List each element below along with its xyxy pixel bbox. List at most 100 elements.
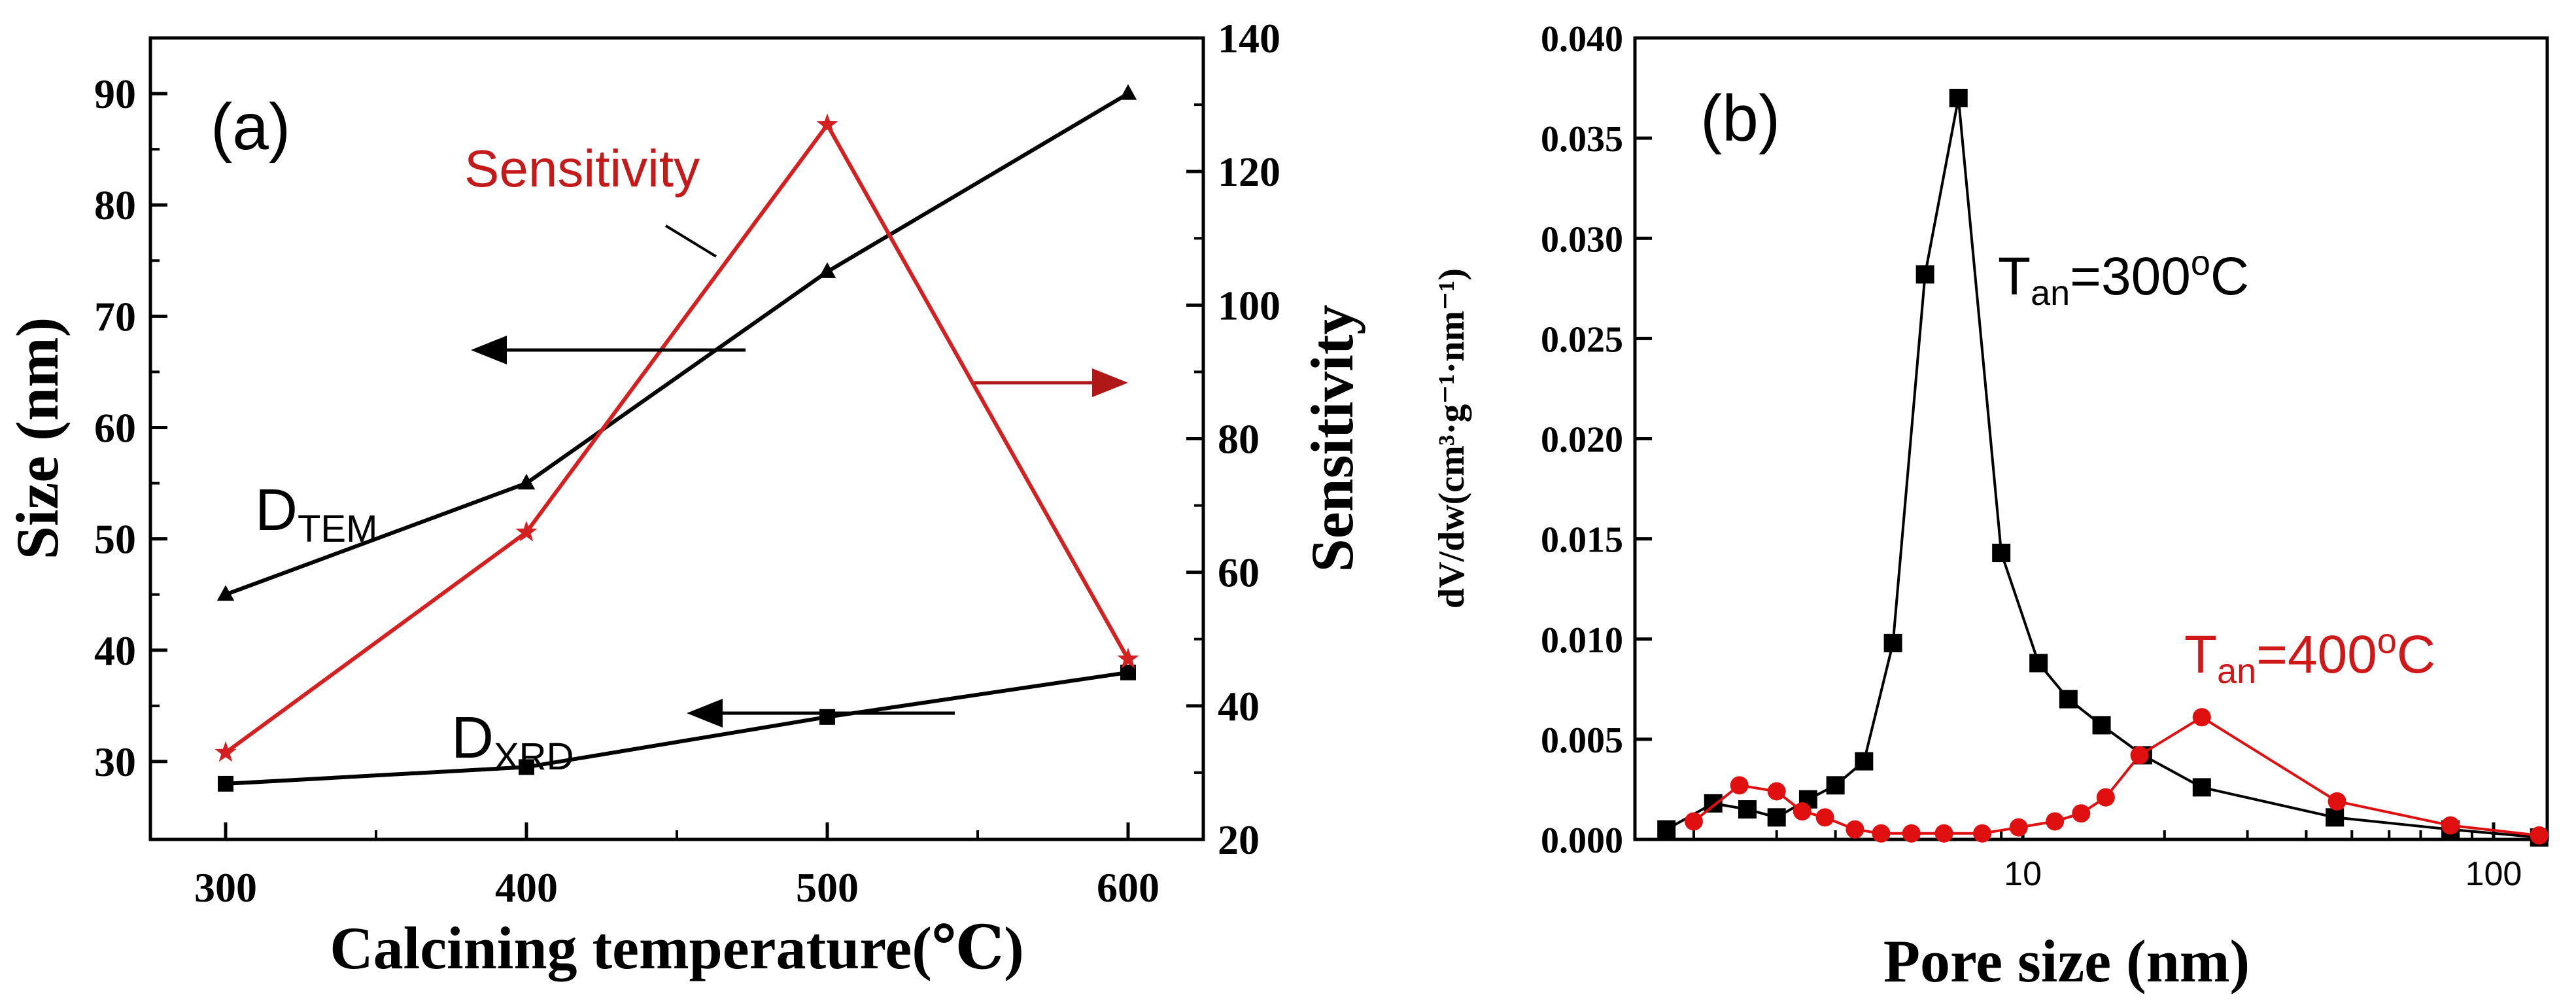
data-point-t400	[2072, 804, 2091, 823]
data-point-sensitivity	[515, 520, 538, 542]
data-point-t300	[1657, 820, 1676, 839]
arrow-dxrd-to-left-axis	[687, 699, 955, 728]
t300-subscript: an	[2031, 273, 2070, 313]
data-point-t300	[1738, 800, 1757, 819]
series-line-d-xrd	[225, 670, 1129, 786]
dtem-annotation: DTEM	[255, 478, 377, 550]
y2-tick-label: 100	[1218, 282, 1280, 328]
t400-value: =400	[2256, 625, 2377, 684]
t400-main: T	[2184, 625, 2217, 684]
panel-a-label: (a)	[211, 90, 290, 164]
y-tick-label: 80	[94, 182, 136, 228]
panel-a-right-y-axis-title: Sensitivity	[1299, 305, 1365, 572]
data-point-t400	[2192, 708, 2211, 727]
panel-a-tick-labels: 300 400 500 600 30 40 50 60 70 80 90 20 40 60 80 100 120…	[94, 15, 1280, 911]
data-point-t300	[2192, 778, 2211, 797]
y-tick-label: 0.020	[1541, 420, 1623, 461]
data-point-sensitivity	[215, 741, 237, 762]
data-point-d-xrd	[218, 775, 233, 792]
panel-b-tick-labels: 0.000 0.005 0.010 0.015 0.020 0.025 0.030 0.035…	[1541, 19, 2522, 893]
y-tick-label: 0.025	[1541, 319, 1623, 360]
data-point-d-xrd	[819, 709, 835, 725]
t400-annotation: Tan=400oC	[2184, 622, 2435, 691]
t300-unit: C	[2210, 247, 2249, 306]
t300-superscript: o	[2191, 243, 2210, 283]
y-tick-label: 60	[94, 404, 136, 451]
t400-unit: C	[2397, 625, 2435, 684]
data-point-t400	[2327, 792, 2346, 811]
data-point-t400	[1872, 824, 1891, 843]
data-point-t300	[2092, 716, 2111, 735]
y2-tick-label: 120	[1218, 149, 1280, 195]
data-point-t400	[1684, 812, 1703, 831]
y2-tick-label: 140	[1218, 15, 1280, 62]
y-tick-label: 70	[94, 293, 136, 340]
x-tick-label: 500	[796, 864, 859, 911]
data-point-t400	[1902, 824, 1921, 843]
t300-value: =300	[2070, 247, 2191, 306]
x-tick-label: 400	[495, 864, 558, 911]
data-point-t300	[1826, 776, 1845, 795]
y-tick-label: 30	[94, 739, 136, 785]
data-point-t300	[1767, 808, 1786, 827]
leader-line-dtem	[664, 224, 717, 258]
panel-b-series	[1657, 88, 2549, 847]
dtem-main: D	[255, 478, 298, 543]
data-point-t400	[2441, 816, 2460, 835]
data-point-t300	[2059, 690, 2078, 709]
data-point-t400	[2530, 826, 2549, 845]
panel-a-x-axis-title: Calcining temperature(℃)	[330, 915, 1024, 981]
data-point-d-tem	[517, 474, 536, 490]
data-point-t400	[1793, 802, 1812, 821]
panel-b: 0.000 0.005 0.010 0.015 0.020 0.025 0.030 0.035…	[1432, 19, 2549, 994]
dxrd-main: D	[451, 705, 494, 771]
data-point-t400	[1973, 824, 1992, 843]
y2-tick-label: 80	[1218, 416, 1260, 463]
panel-b-plot-frame	[1633, 36, 2549, 841]
data-point-d-tem	[818, 262, 836, 278]
panel-a-left-y-axis-title: Size (nm)	[4, 317, 71, 559]
data-point-sensitivity	[1117, 647, 1139, 669]
data-point-t300	[1855, 752, 1874, 771]
series-line-sensitivity	[224, 121, 1130, 754]
data-point-t400	[1815, 808, 1834, 827]
data-point-t400	[2009, 818, 2028, 837]
panel-b-x-axis-title: Pore size (nm)	[1883, 928, 2250, 994]
y-tick-label: 90	[94, 71, 136, 117]
y-tick-label: 50	[94, 516, 136, 563]
data-point-t400	[1730, 776, 1749, 795]
panel-b-ticks	[1635, 36, 2496, 841]
t400-superscript: o	[2377, 622, 2397, 661]
sensitivity-annotation: Sensitivity	[464, 139, 700, 198]
y2-tick-label: 60	[1218, 550, 1260, 596]
dtem-subscript: TEM	[298, 508, 377, 550]
panel-a-series	[215, 84, 1139, 792]
data-point-t300	[1992, 544, 2011, 563]
data-point-d-tem	[216, 585, 235, 601]
panel-b-y-axis-title: dV/dw(cm³·g⁻¹·nm⁻¹)	[1432, 268, 1472, 608]
data-point-sensitivity	[816, 113, 838, 134]
panel-a-ticks	[150, 36, 1203, 841]
dxrd-subscript: XRD	[494, 735, 574, 778]
y-tick-label: 0.015	[1541, 520, 1623, 561]
data-point-t400	[1767, 782, 1786, 801]
x-tick-label: 600	[1097, 864, 1159, 911]
data-point-t300	[1883, 633, 1902, 652]
data-point-t400	[1846, 820, 1864, 839]
data-point-t300	[1915, 265, 1934, 284]
dxrd-annotation: DXRD	[451, 705, 574, 778]
t300-main: T	[1998, 247, 2031, 306]
data-point-d-tem	[1119, 84, 1137, 100]
panel-a: 300 400 500 600 30 40 50 60 70 80 90 20 40 60 80 100 120…	[4, 15, 1365, 981]
data-point-t300	[1949, 88, 1968, 107]
y-tick-label: 0.040	[1541, 19, 1623, 60]
data-point-t300	[2029, 654, 2048, 673]
panel-b-label: (b)	[1700, 82, 1780, 155]
data-point-t300	[2326, 808, 2344, 827]
arrow-sensitivity-to-right-axis	[974, 368, 1128, 397]
data-point-t400	[2096, 788, 2115, 807]
arrow-dtem-to-left-axis	[471, 336, 746, 364]
y-tick-label: 40	[94, 627, 136, 674]
y-tick-label: 0.005	[1541, 720, 1623, 761]
series-line-d-tem	[224, 92, 1129, 597]
